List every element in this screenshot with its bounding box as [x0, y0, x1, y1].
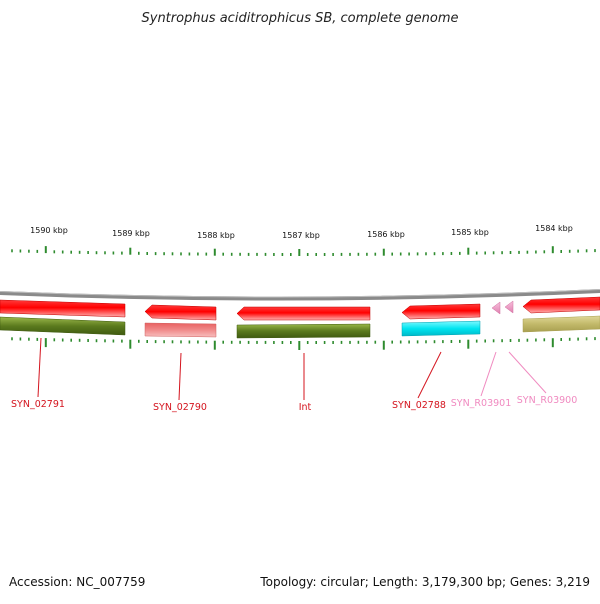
genome-backbone [0, 289, 600, 301]
gene-syn-02788-arrow[interactable] [401, 303, 481, 320]
cog-bar-syn-02790 [144, 322, 217, 338]
gene-syn-r03900-arrow[interactable] [504, 300, 514, 314]
gene-labels: SYN_02791 SYN_02790 Int SYN_02788 SYN_R0… [11, 395, 577, 413]
gene-label-syn-r03900[interactable]: SYN_R03900 [517, 395, 578, 406]
scale-label-1589: 1589 kbp [112, 229, 150, 238]
scale-label-1586: 1586 kbp [367, 230, 405, 239]
leader-syn-r03901 [480, 351, 497, 397]
scale-label-1587: 1587 kbp [282, 231, 320, 240]
gene-syn-02790-arrow[interactable] [144, 304, 217, 321]
cog-bar-syn-02788 [401, 320, 481, 337]
scale-label-1588: 1588 kbp [197, 231, 235, 240]
gene-label-syn-02790[interactable]: SYN_02790 [153, 402, 207, 413]
map-title: Syntrophus aciditrophicus SB, complete g… [142, 11, 459, 26]
gene-label-syn-02791[interactable]: SYN_02791 [11, 399, 65, 410]
gene-leader-lines [37, 337, 547, 401]
accession-text: Accession: NC_007759 [9, 575, 145, 589]
leader-syn-02788 [417, 351, 442, 399]
inner-scale-ticks [11, 337, 596, 350]
leader-syn-02790 [178, 352, 182, 401]
gene-int-arrow[interactable] [236, 306, 371, 321]
gene-label-syn-r03901[interactable]: SYN_R03901 [451, 398, 512, 409]
gene-syn-r03901-arrow[interactable] [491, 301, 501, 315]
cog-bar-right-edge [522, 315, 600, 333]
top-strand-genes [0, 296, 600, 321]
gene-label-syn-02788[interactable]: SYN_02788 [392, 400, 446, 411]
scale-labels: 1590 kbp 1589 kbp 1588 kbp 1587 kbp 1586… [30, 224, 573, 240]
cog-bar-syn-02791 [0, 316, 126, 336]
gene-syn-02791-arrow[interactable] [0, 299, 126, 318]
gene-label-int[interactable]: Int [299, 402, 312, 413]
outer-scale-ticks [11, 246, 596, 256]
leader-syn-r03900 [508, 351, 547, 394]
leader-syn-02791 [37, 337, 42, 398]
scale-label-1585: 1585 kbp [451, 228, 489, 237]
scale-label-1584: 1584 kbp [535, 224, 573, 233]
scale-label-1590: 1590 kbp [30, 226, 68, 235]
topology-text: Topology: circular; Length: 3,179,300 bp… [259, 575, 590, 589]
cog-color-row [0, 315, 600, 339]
cog-bar-int [236, 323, 371, 339]
gene-right-edge-arrow[interactable] [522, 296, 600, 314]
